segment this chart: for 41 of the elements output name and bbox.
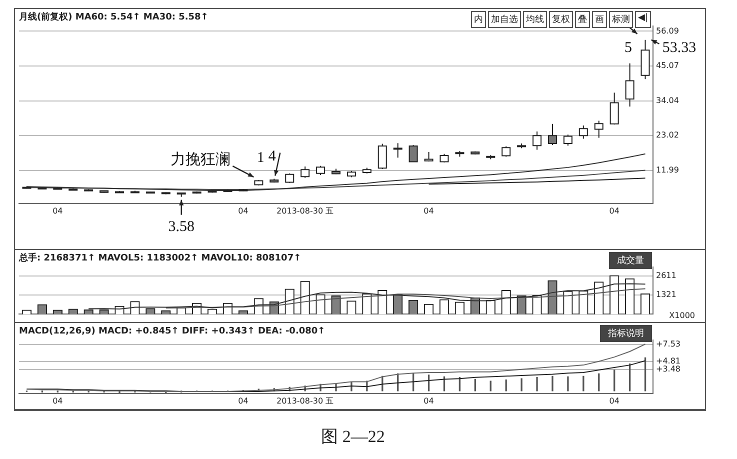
- x-tick-label: 04: [424, 206, 434, 216]
- toolbar-button: 标测: [609, 11, 634, 28]
- y-tick-label: +3.48: [656, 364, 681, 374]
- toolbar-button: ◀|: [635, 11, 651, 28]
- toolbar-button: 加自选: [488, 11, 522, 28]
- toolbar-button: 画: [592, 11, 608, 28]
- chart-title: 总手: 2168371↑ MAVOL5: 1183002↑ MAVOL10: 808107↑: [18, 252, 302, 264]
- x-tick-label: 04: [609, 396, 620, 406]
- chart-title: MACD(12,26,9) MACD: +0.845↑ DIFF: +0.343↑ DEA: -0.080↑: [19, 326, 326, 337]
- toolbar-button: 均线: [523, 11, 548, 28]
- x-tick-label: 2013-08-30 五: [276, 206, 334, 216]
- panel-tab: 指标说明: [600, 325, 652, 342]
- y-tick-label: 23.02: [656, 130, 679, 140]
- text: 53.33: [662, 40, 696, 56]
- text: X1000: [669, 311, 695, 320]
- annotation: 4: [268, 148, 276, 165]
- toolbar-button: 叠: [575, 11, 590, 28]
- y-tick-label: +7.53: [656, 340, 681, 349]
- x-tick-label: 04: [424, 396, 434, 406]
- x-tick-label: 04: [238, 396, 248, 406]
- y-tick-label: 56.09: [656, 26, 679, 36]
- caption: 图 2—22: [320, 426, 386, 448]
- annotation: 力挽狂澜: [170, 150, 231, 168]
- chart-title: 月线(前复权) MA60: 5.54↑ MA30: 5.58↑: [18, 12, 208, 23]
- annotation: 5: [624, 40, 632, 56]
- x-tick-label: 2013-08-30 五: [276, 396, 334, 406]
- y-tick-label: 45.07: [656, 61, 679, 70]
- annotation: 1: [256, 150, 264, 166]
- y-tick-label: 2611: [656, 270, 676, 280]
- y-tick-label: 11.99: [656, 165, 679, 174]
- x-tick-label: 04: [52, 396, 63, 406]
- y-tick-label: 1321: [656, 290, 676, 299]
- annotation: 3.58: [168, 218, 194, 235]
- y-tick-label: 34.04: [656, 96, 679, 105]
- toolbar-button: 复权: [549, 11, 574, 28]
- toolbar-button: 内: [471, 11, 486, 28]
- x-tick-label: 04: [52, 206, 63, 216]
- y-tick-label: +4.81: [656, 356, 681, 366]
- x-tick-label: 04: [238, 206, 248, 216]
- x-tick-label: 04: [609, 206, 620, 216]
- panel-tab: 成交量: [609, 252, 652, 269]
